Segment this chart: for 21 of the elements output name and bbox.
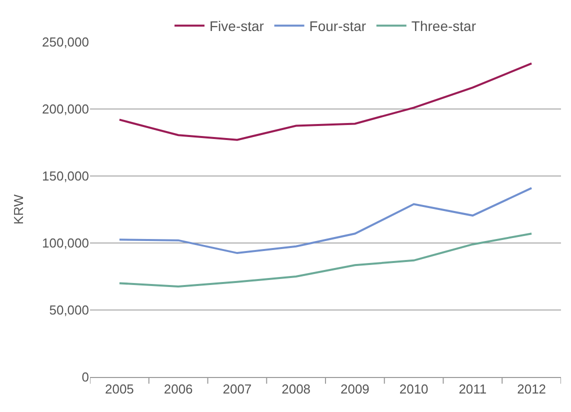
x-tick-label: 2005 (104, 382, 134, 397)
x-tick-label: 2008 (282, 382, 311, 397)
line-series (118, 187, 533, 254)
x-tick-label: 2007 (222, 382, 252, 397)
line-series (118, 62, 533, 141)
x-tick-label: 2010 (399, 382, 428, 397)
y-tick-label: 50,000 (49, 302, 89, 318)
y-tick-label: 0 (82, 370, 89, 385)
legend-label: Three-star (411, 18, 476, 34)
x-tick-label: 2011 (458, 382, 487, 397)
line-series (118, 232, 533, 288)
legend-label: Five-star (210, 18, 264, 34)
x-tick-label: 2006 (164, 382, 193, 397)
x-tick-label: 2009 (340, 382, 370, 397)
y-tick-label: 200,000 (42, 102, 89, 117)
x-tick-label: 2012 (517, 382, 546, 397)
y-tick-label: 250,000 (42, 34, 89, 50)
y-tick-label: 100,000 (42, 236, 89, 251)
legend-label: Four-star (309, 18, 366, 34)
y-axis-title: KRW (10, 194, 26, 225)
y-tick-label: 150,000 (42, 168, 89, 184)
